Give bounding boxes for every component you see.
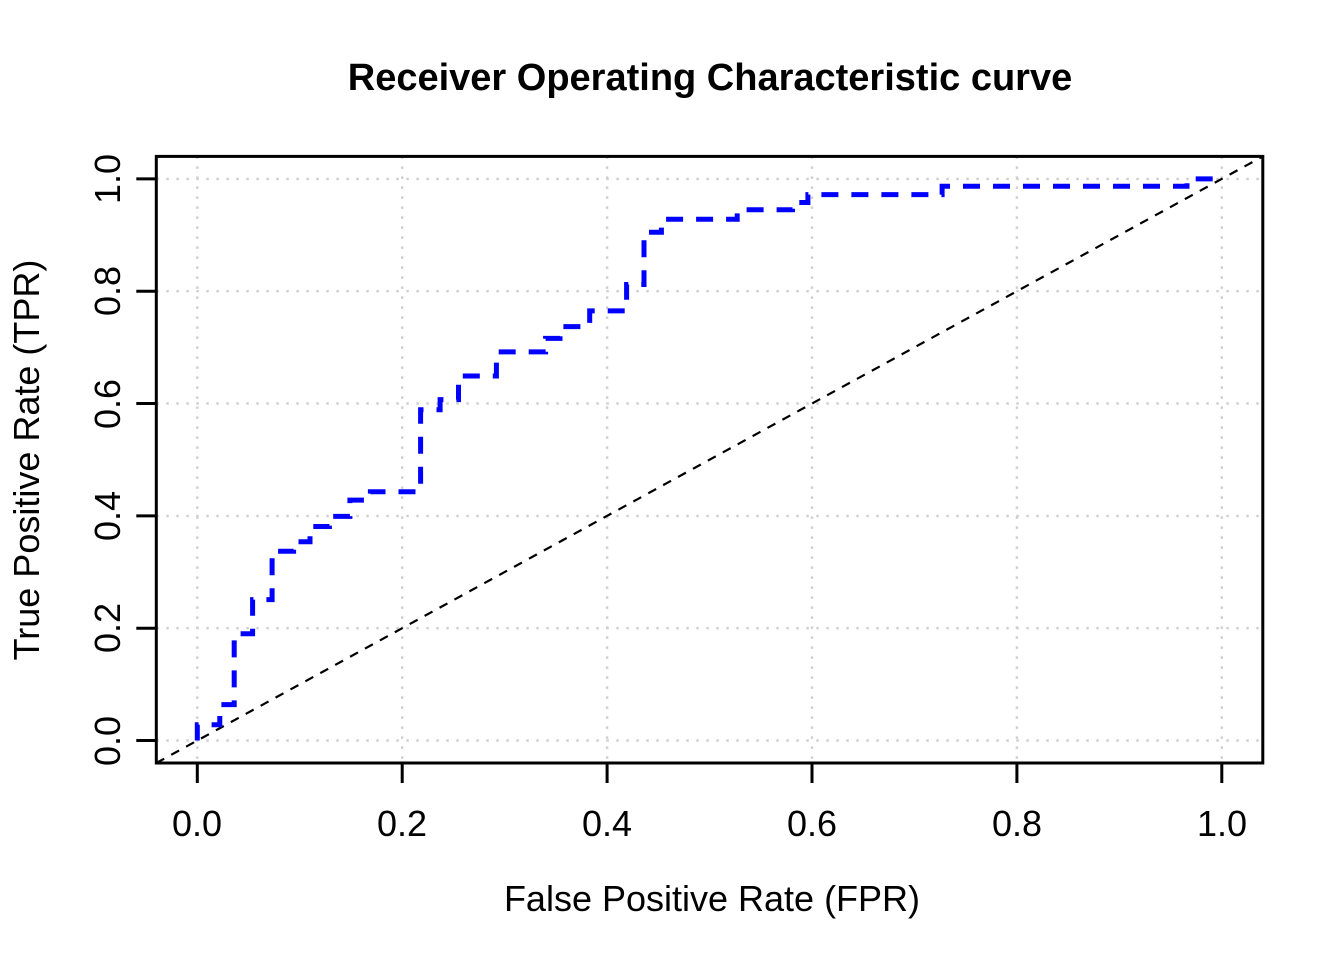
y-axis-tick-labels: 0.0 0.2 0.4 0.6 0.8 1.0 — [87, 154, 128, 766]
x-tick-label: 0.2 — [377, 803, 427, 844]
plot-border — [154, 154, 1265, 765]
y-tick-label: 0.6 — [87, 379, 128, 429]
y-tick-label: 0.2 — [87, 603, 128, 653]
chance-diagonal-line — [155, 155, 1264, 764]
y-axis-title: True Positive Rate (TPR) — [6, 260, 47, 661]
plot-area — [136, 154, 1265, 783]
x-axis-tick-labels: 0.0 0.2 0.4 0.6 0.8 1.0 — [172, 803, 1247, 844]
y-tick-label: 0.8 — [87, 266, 128, 316]
x-tick-label: 0.4 — [582, 803, 632, 844]
x-tick-label: 0.0 — [172, 803, 222, 844]
y-tick-label: 0.4 — [87, 491, 128, 541]
chart-title: Receiver Operating Characteristic curve — [348, 57, 1072, 99]
x-tick-label: 1.0 — [1197, 803, 1247, 844]
x-axis-title: False Positive Rate (FPR) — [504, 878, 920, 919]
y-tick-label: 1.0 — [87, 154, 128, 204]
y-tick-label: 0.0 — [87, 716, 128, 766]
x-tick-label: 0.8 — [992, 803, 1042, 844]
x-tick-label: 0.6 — [787, 803, 837, 844]
